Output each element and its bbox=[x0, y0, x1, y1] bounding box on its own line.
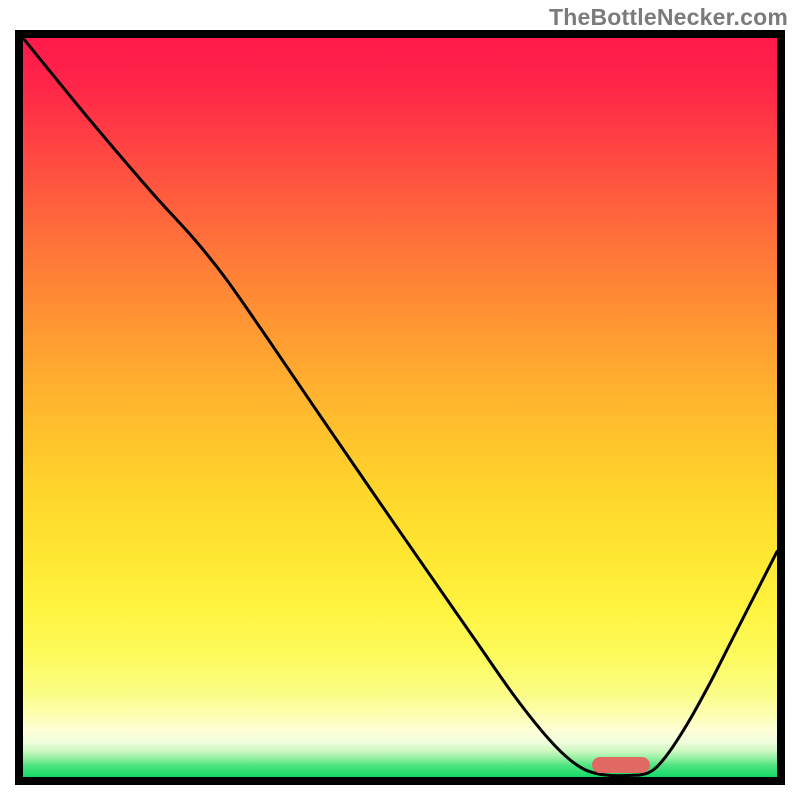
watermark-text: TheBottleNecker.com bbox=[549, 4, 788, 31]
chart-frame bbox=[15, 30, 785, 785]
